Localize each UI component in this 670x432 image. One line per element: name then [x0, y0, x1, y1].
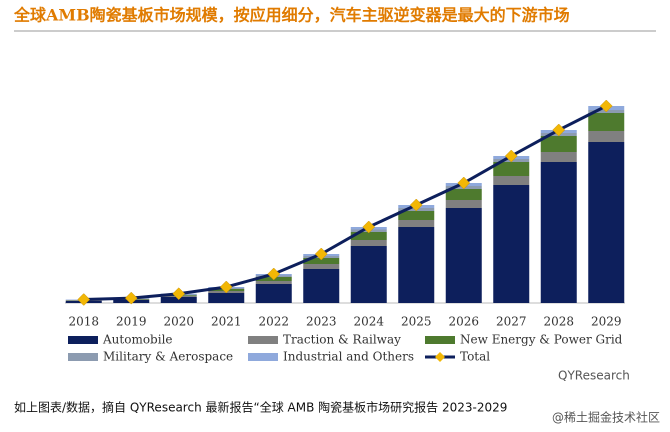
legend-label: Military & Aerospace: [103, 350, 233, 364]
total-marker: [457, 176, 471, 190]
total-marker: [504, 149, 518, 163]
bar-segment: [445, 189, 482, 200]
legend-label: Traction & Railway: [283, 333, 401, 347]
bar-segment: [398, 211, 435, 220]
bar-segment: [493, 162, 530, 176]
bar-segment: [350, 232, 387, 240]
legend-swatch: [68, 353, 98, 361]
bar-segment: [588, 131, 625, 142]
bar-segment: [350, 240, 387, 246]
bar-segment: [588, 142, 625, 303]
total-marker: [409, 198, 423, 212]
bar-segment: [303, 258, 340, 264]
bar-segment: [398, 220, 435, 227]
total-marker: [362, 220, 376, 234]
bar-segment: [303, 269, 340, 303]
bar-segment: [540, 136, 577, 152]
x-tick-label: 2018: [68, 315, 99, 329]
chart-title: 全球AMB陶瓷基板市场规模，按应用细分，汽车主驱逆变器是最大的下游市场: [13, 6, 570, 25]
bar-segment: [540, 152, 577, 162]
bar-segment: [255, 281, 292, 284]
x-tick-label: 2026: [448, 315, 479, 329]
bar-segment: [445, 200, 482, 208]
bar-segment: [540, 162, 577, 303]
x-tick-label: 2021: [211, 315, 242, 329]
watermark-brand: QYResearch: [558, 369, 630, 383]
x-tick-label: 2022: [258, 315, 289, 329]
legend-swatch: [248, 336, 278, 344]
bar-segment: [588, 113, 625, 131]
bar-segment: [493, 176, 530, 185]
legend-swatch: [68, 336, 98, 344]
x-tick-label: 2027: [496, 315, 527, 329]
total-marker: [77, 293, 91, 306]
bar-segment: [493, 185, 530, 303]
legend-swatch: [248, 353, 278, 361]
total-line: [83, 104, 607, 301]
total-marker: [314, 247, 328, 261]
bar-segment: [208, 293, 245, 303]
total-marker: [267, 267, 281, 281]
bar-segment: [350, 246, 387, 303]
x-tick-label: 2023: [306, 315, 337, 329]
bar-segment: [255, 284, 292, 303]
x-tick-label: 2020: [163, 315, 194, 329]
bar-segment: [398, 227, 435, 303]
watermark-credit: @稀土掘金技术社区: [552, 410, 660, 425]
total-marker: [599, 99, 613, 113]
footer-text: 如上图表/数据，摘自 QYResearch 最新报告“全球 AMB 陶瓷基板市场…: [14, 400, 507, 415]
x-tick-label: 2029: [591, 315, 622, 329]
bar-segment: [445, 208, 482, 303]
x-tick-label: 2028: [543, 315, 574, 329]
total-marker: [219, 280, 233, 294]
total-marker: [124, 291, 138, 305]
legend-label: Industrial and Others: [283, 350, 414, 364]
legend-swatch: [425, 336, 455, 344]
legend-marker: [435, 352, 445, 362]
legend-label: Total: [460, 350, 490, 364]
legend-label: Automobile: [102, 333, 173, 347]
x-tick-label: 2019: [116, 315, 147, 329]
total-marker: [172, 287, 186, 301]
x-tick-label: 2024: [353, 315, 384, 329]
legend-label: New Energy & Power Grid: [460, 333, 623, 347]
bar-segment: [303, 264, 340, 269]
x-tick-label: 2025: [401, 315, 432, 329]
total-marker: [552, 123, 566, 137]
